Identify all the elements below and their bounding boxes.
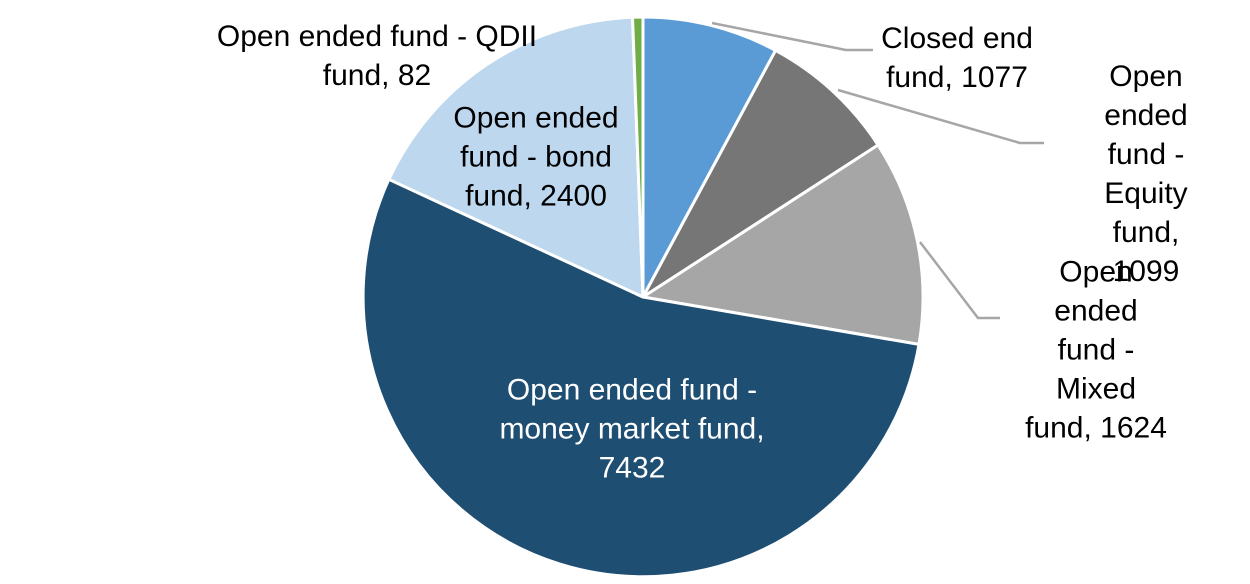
pie-slice-open-ended-mixed-fund xyxy=(641,143,925,346)
pie-slice-open-ended-qdii-fund xyxy=(631,15,645,299)
leader-line-closed-end-fund xyxy=(711,21,873,52)
pie-slice-open-ended-bond-fund xyxy=(387,15,645,299)
pie-slice-closed-end-fund xyxy=(641,15,778,299)
pie-slices xyxy=(361,15,925,579)
pie-slice-open-ended-money-market-fund xyxy=(361,177,921,579)
leader-line-open-ended-mixed-fund xyxy=(919,241,1000,320)
leader-line-open-ended-equity-fund xyxy=(837,88,1044,145)
leader-lines xyxy=(711,21,1044,320)
pie-slice-open-ended-equity-fund xyxy=(641,48,880,299)
